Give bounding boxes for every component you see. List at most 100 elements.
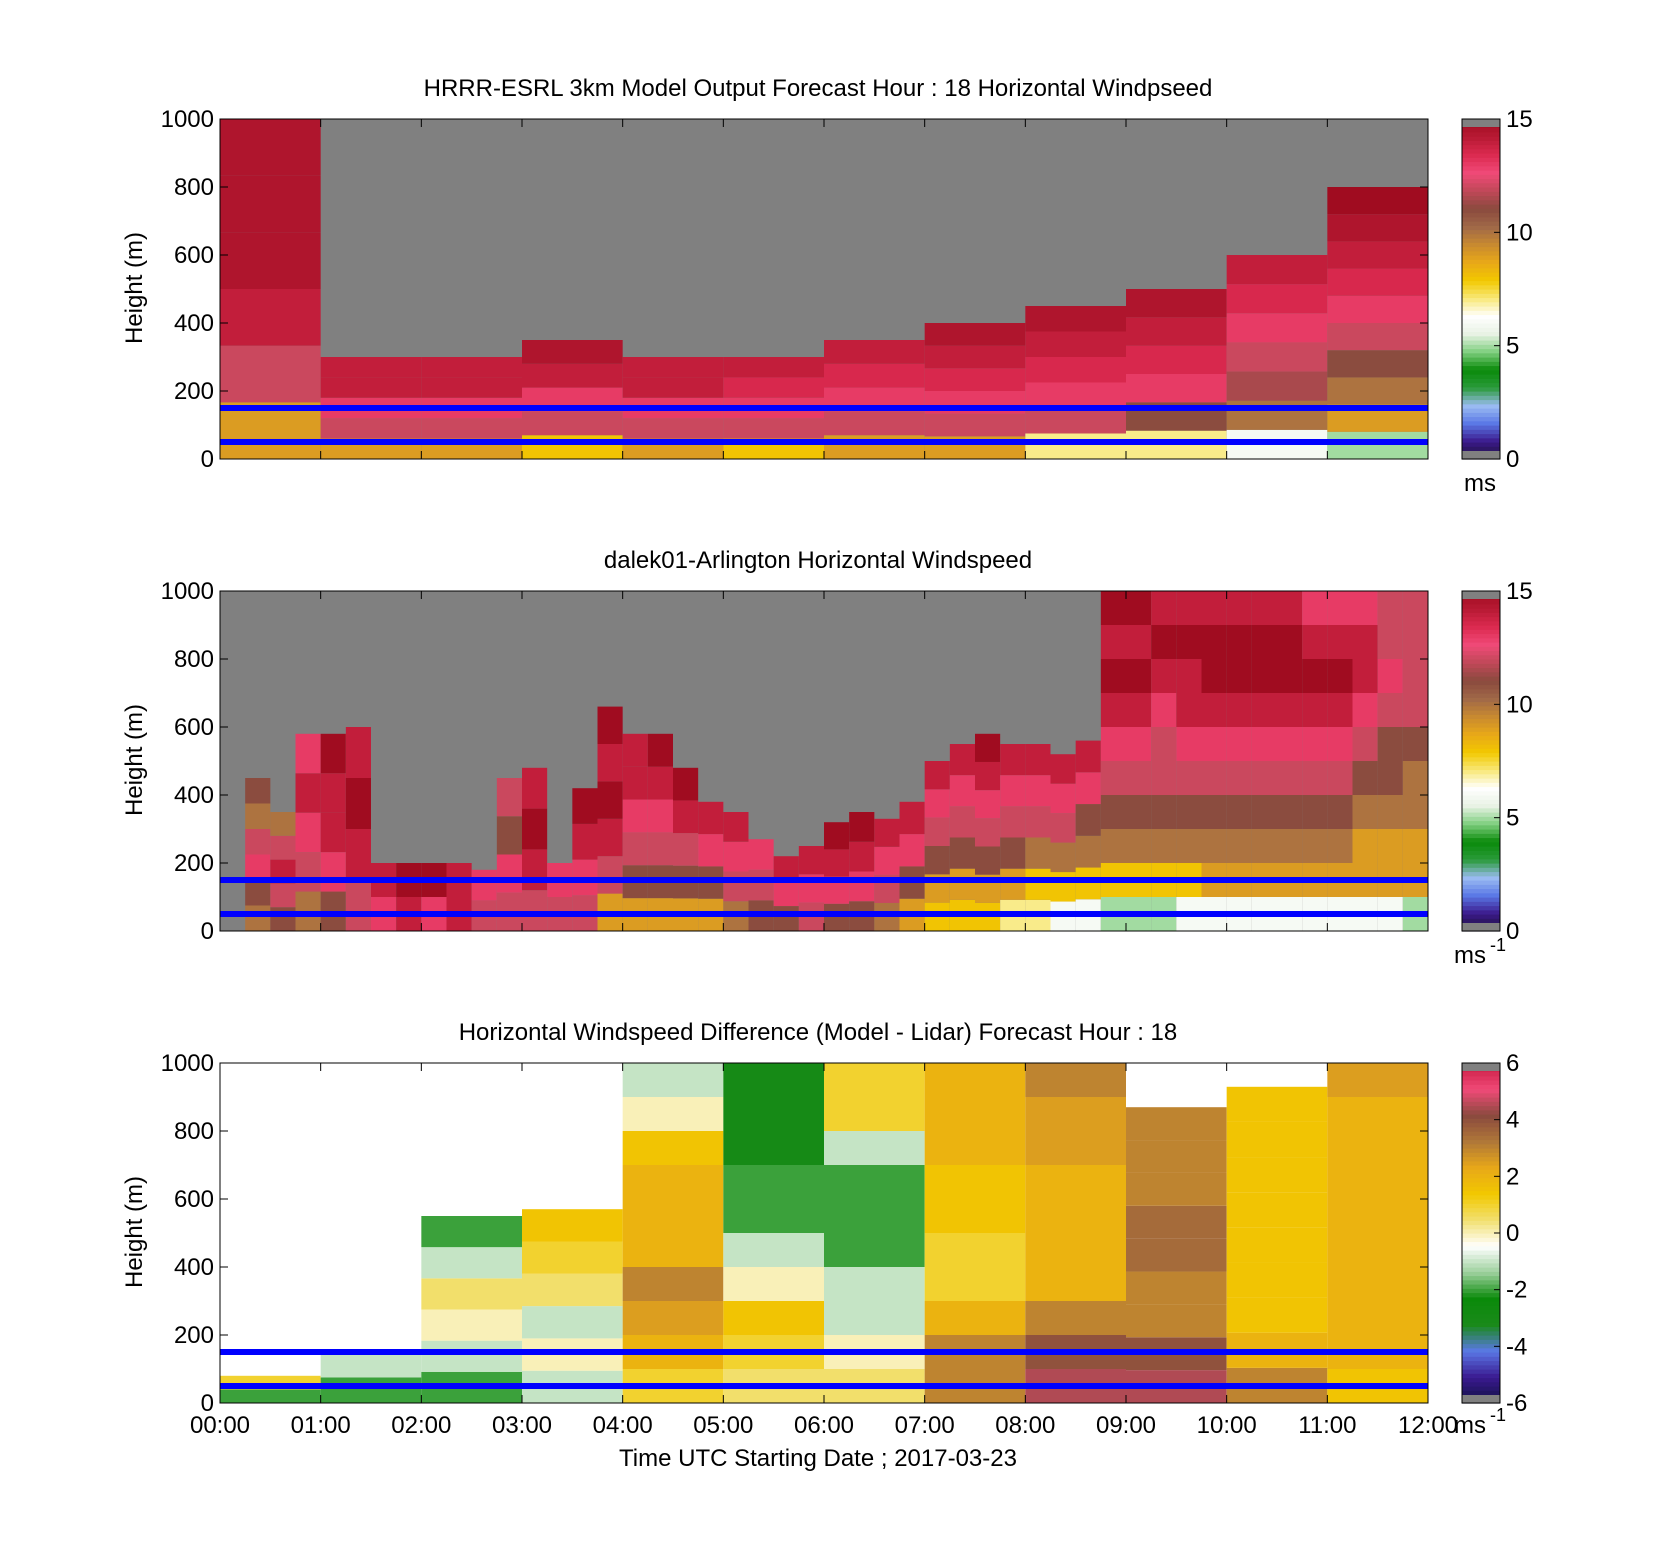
colorbar-segment xyxy=(1462,731,1500,737)
lidar-colorbar: 0 5 10 15 ms -1 xyxy=(1454,578,1533,969)
heatmap-cell xyxy=(622,377,724,398)
colorbar-segment xyxy=(1462,710,1500,715)
difference-panel-title: Horizontal Windspeed Difference (Model -… xyxy=(459,1019,1178,1046)
colorbar-unit: ms xyxy=(1454,1412,1486,1439)
colorbar-segment xyxy=(1462,829,1500,834)
heatmap-cell xyxy=(1126,1140,1227,1173)
lidar-panel-title: dalek01-Arlington Horizontal Windspeed xyxy=(604,547,1032,574)
heatmap-cell xyxy=(245,854,271,880)
y-tick-label: 400 xyxy=(174,310,214,337)
heatmap-cell xyxy=(1226,255,1328,285)
colorbar-segment xyxy=(1462,191,1500,197)
heatmap-cell xyxy=(723,1131,824,1165)
heatmap-cell xyxy=(673,800,699,834)
colorbar-segment xyxy=(1462,1075,1500,1081)
heatmap-cell xyxy=(496,854,522,893)
heatmap-cell xyxy=(220,402,321,459)
heatmap-cell xyxy=(1251,761,1277,795)
heatmap-cell xyxy=(245,829,271,855)
heatmap-cell xyxy=(1025,382,1126,408)
heatmap-cell xyxy=(270,883,296,908)
heatmap-cell xyxy=(421,418,522,439)
heatmap-cell xyxy=(723,1233,824,1267)
heatmap-cell xyxy=(924,761,950,790)
heatmap-cell xyxy=(1100,829,1126,863)
heatmap-cell xyxy=(1126,693,1152,727)
colorbar-segment xyxy=(1462,238,1500,243)
heatmap-cell xyxy=(421,1247,522,1279)
heatmap-cell xyxy=(1075,867,1101,900)
heatmap-cell xyxy=(1100,659,1126,693)
heatmap-cell xyxy=(1251,625,1277,659)
colorbar-segment xyxy=(1462,1160,1500,1166)
heatmap-cell xyxy=(1126,1271,1227,1305)
heatmap-cell xyxy=(849,812,875,842)
x-tick-label: 03:00 xyxy=(492,1412,552,1439)
colorbar-segment xyxy=(1462,739,1500,745)
colorbar-tick-label: 0 xyxy=(1506,1220,1519,1247)
heatmap-cell xyxy=(421,1216,522,1248)
colorbar-segment xyxy=(1462,293,1500,299)
colorbar-segment xyxy=(1462,225,1500,231)
colorbar-tick-label: 15 xyxy=(1506,578,1533,605)
heatmap-cell xyxy=(1126,1205,1227,1239)
heatmap-cell xyxy=(1050,813,1076,843)
colorbar-segment xyxy=(1462,178,1500,184)
colorbar-tick-label: -4 xyxy=(1506,1333,1527,1360)
colorbar-segment xyxy=(1462,901,1500,907)
colorbar-segment xyxy=(1462,1335,1500,1340)
colorbar-segment xyxy=(1462,1148,1500,1153)
heatmap-cell xyxy=(1075,835,1101,868)
heatmap-cell xyxy=(1151,625,1177,659)
colorbar-segment xyxy=(1462,1126,1500,1132)
heatmap-cell xyxy=(748,839,774,870)
heatmap-cell xyxy=(1201,829,1227,863)
difference-colorbar: -6 -4 -2 0 2 4 6 ms -1 xyxy=(1454,1050,1527,1439)
heatmap-cell xyxy=(924,368,1026,391)
colorbar-segment xyxy=(1462,756,1500,762)
colorbar-segment xyxy=(1462,875,1500,881)
heatmap-cell xyxy=(824,903,850,931)
colorbar-segment xyxy=(1462,1301,1500,1306)
colorbar-tick-label: -2 xyxy=(1506,1277,1527,1304)
heatmap-cell xyxy=(1201,625,1227,659)
heatmap-cell xyxy=(924,1267,1026,1301)
colorbar-segment xyxy=(1462,144,1500,150)
heatmap-cell xyxy=(1201,795,1227,829)
colorbar-segment xyxy=(1462,803,1500,809)
colorbar-segment xyxy=(1462,667,1500,673)
heatmap-cell xyxy=(924,1131,1026,1165)
colorbar-segment xyxy=(1462,807,1500,813)
colorbar-segment xyxy=(1462,765,1500,771)
heatmap-cell xyxy=(1302,761,1328,795)
colorbar-segment xyxy=(1462,727,1500,732)
heatmap-cell xyxy=(824,849,850,877)
colorbar-segment xyxy=(1462,1199,1500,1204)
heatmap-cell xyxy=(647,733,673,767)
heatmap-cell xyxy=(597,818,623,857)
heatmap-cell xyxy=(1352,693,1378,727)
heatmap-cell xyxy=(1226,1192,1328,1228)
heatmap-cell xyxy=(1352,727,1378,761)
heatmap-cell xyxy=(773,906,799,931)
heatmap-cell xyxy=(647,799,673,833)
colorbar-segment xyxy=(1462,744,1500,749)
heatmap-cell xyxy=(975,846,1001,875)
heatmap-cell xyxy=(1277,625,1303,659)
heatmap-cell xyxy=(1226,1157,1328,1193)
heatmap-cell xyxy=(622,1165,724,1199)
heatmap-cell xyxy=(1151,693,1177,727)
heatmap-cell xyxy=(1025,357,1126,383)
heatmap-cell xyxy=(1025,331,1126,357)
heatmap-cell xyxy=(522,411,623,436)
heatmap-cell xyxy=(295,733,321,774)
heatmap-cell xyxy=(496,778,522,817)
heatmap-cell xyxy=(421,1309,522,1341)
heatmap-cell xyxy=(1201,761,1227,795)
colorbar-segment xyxy=(1462,659,1500,664)
heatmap-cell xyxy=(773,881,799,907)
heatmap-cell xyxy=(421,1278,522,1310)
colorbar-tick-label: 6 xyxy=(1506,1050,1519,1077)
heatmap-cell xyxy=(1126,1238,1227,1272)
heatmap-cell xyxy=(924,345,1026,369)
